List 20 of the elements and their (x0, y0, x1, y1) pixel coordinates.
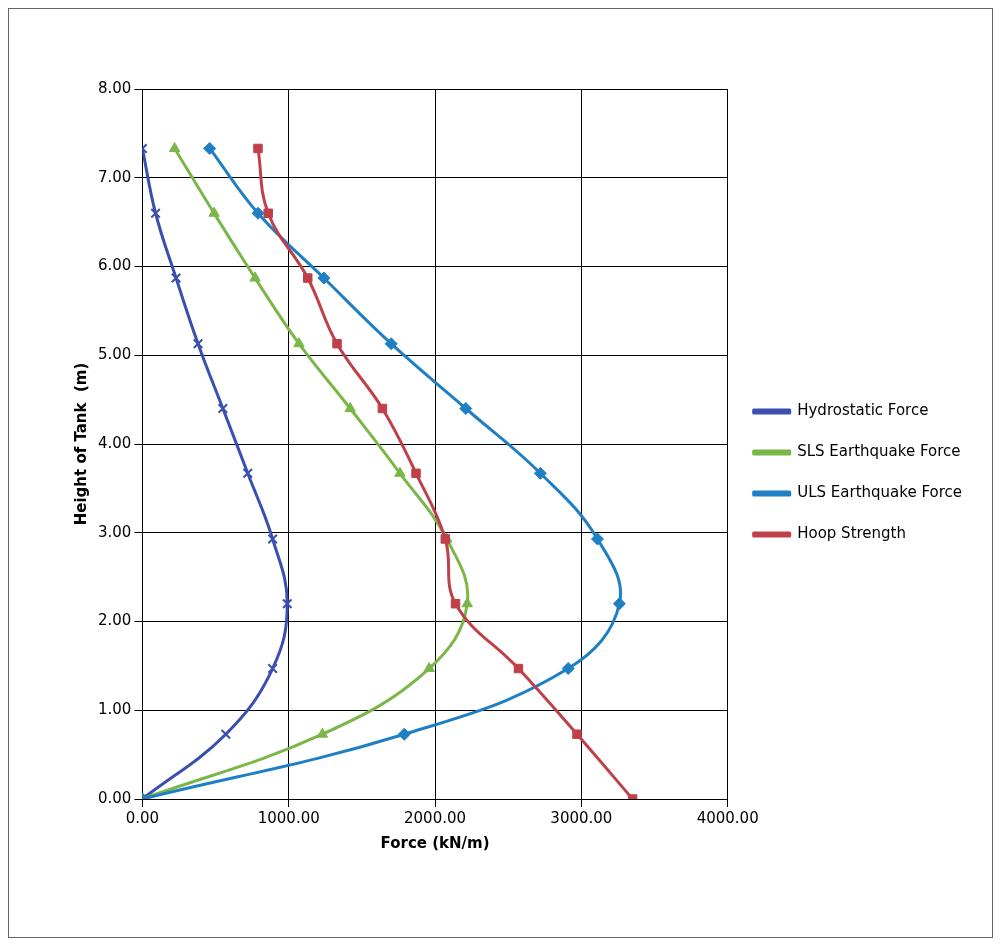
x-tick-label: 3000.00 (550, 808, 613, 827)
y-tick-label: 7.00 (97, 167, 132, 186)
y-tick-label: 1.00 (97, 700, 132, 719)
legend-label: SLS Earthquake Force (797, 442, 961, 461)
x-tick-label: 0.00 (125, 808, 160, 827)
legend-label: ULS Earthquake Force (797, 483, 963, 502)
y-tick-label: 5.00 (97, 345, 132, 364)
legend-label: Hydrostatic Force (797, 401, 929, 420)
x-tick-label: 1000.00 (257, 808, 320, 827)
y-tick-label: 0.00 (97, 788, 132, 807)
y-tick-label: 4.00 (97, 433, 132, 452)
x-tick-label: 4000.00 (696, 808, 759, 827)
y-tick-label: 3.00 (97, 522, 132, 541)
y-tick-label: 8.00 (97, 78, 132, 97)
y-axis-title: Height of Tank (m) (71, 362, 90, 526)
y-tick-label: 2.00 (97, 611, 132, 630)
x-tick-label: 2000.00 (404, 808, 467, 827)
y-tick-label: 6.00 (97, 256, 132, 275)
x-axis-title: Force (kN/m) (380, 833, 490, 852)
legend-label: Hoop Strength (797, 524, 907, 543)
